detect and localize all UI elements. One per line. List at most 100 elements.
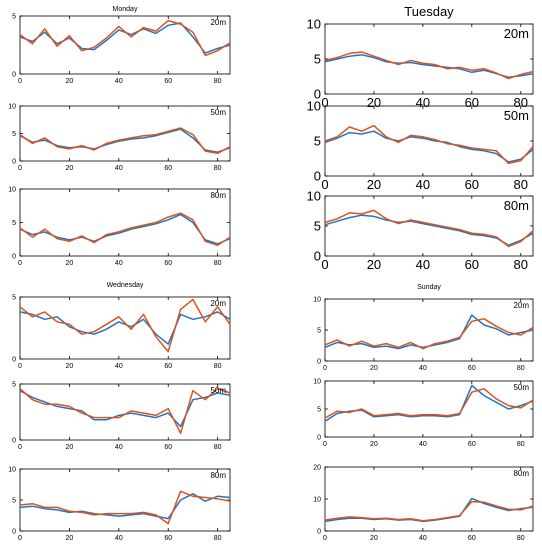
y-tick-label: 20 bbox=[313, 464, 321, 471]
panel-annotation: 20m bbox=[210, 18, 226, 27]
panel-title: Wednesday bbox=[107, 282, 144, 289]
panel-4: 0 20 40 60 80 0 5 10 80m bbox=[8, 186, 231, 267]
x-tick-label: 20 bbox=[66, 78, 74, 85]
x-tick-label: 60 bbox=[164, 260, 172, 267]
series-line-blue bbox=[19, 390, 231, 428]
panel-0: Monday 0 20 40 60 80 0 5 20m bbox=[12, 6, 231, 85]
x-tick-label: 80 bbox=[517, 365, 525, 372]
x-tick-label: 40 bbox=[115, 363, 123, 370]
panel-annotation: 50m bbox=[210, 386, 226, 395]
x-tick-label: 40 bbox=[115, 444, 123, 451]
panel-7: Sunday 0 20 40 60 80 0 5 10 20m bbox=[313, 284, 534, 372]
x-tick-label: 0 bbox=[18, 444, 22, 451]
x-tick-label: 80 bbox=[214, 535, 222, 542]
panel-frame bbox=[324, 380, 534, 438]
x-tick-label: 40 bbox=[416, 177, 430, 192]
panel-10: 0 20 40 60 80 0 5 10 80m bbox=[8, 466, 231, 542]
panel-frame bbox=[324, 298, 534, 362]
panel-annotation: 80m bbox=[210, 191, 226, 200]
y-tick-label: 5 bbox=[314, 134, 321, 149]
x-tick-label: 60 bbox=[164, 165, 172, 172]
y-tick-label: 10 bbox=[313, 378, 321, 385]
series-line-blue bbox=[19, 311, 231, 345]
series-line-blue bbox=[324, 384, 534, 422]
series-line-orange bbox=[324, 318, 534, 350]
series-line-orange bbox=[324, 500, 534, 522]
series-line-blue bbox=[324, 130, 534, 163]
x-tick-label: 0 bbox=[18, 78, 22, 85]
x-tick-label: 0 bbox=[323, 441, 327, 448]
x-tick-label: 0 bbox=[18, 535, 22, 542]
y-tick-label: 5 bbox=[317, 327, 321, 334]
panel-11: 0 20 40 60 80 0 10 20 80m bbox=[313, 464, 534, 542]
series-line-orange bbox=[324, 51, 534, 80]
x-tick-label: 80 bbox=[214, 444, 222, 451]
x-tick-label: 0 bbox=[323, 365, 327, 372]
panel-frame bbox=[19, 188, 231, 257]
x-tick-label: 40 bbox=[419, 441, 427, 448]
y-tick-label: 0 bbox=[12, 528, 16, 535]
x-tick-label: 40 bbox=[115, 260, 123, 267]
y-tick-label: 10 bbox=[307, 99, 321, 114]
series-line-orange bbox=[324, 124, 534, 165]
y-tick-label: 0 bbox=[12, 253, 16, 260]
y-tick-label: 0 bbox=[12, 437, 16, 444]
x-tick-label: 40 bbox=[419, 535, 427, 542]
y-tick-label: 5 bbox=[12, 381, 16, 388]
panel-5: 0 20 40 60 80 0 5 10 80m bbox=[307, 189, 534, 272]
panel-9: 0 20 40 60 80 0 5 10 50m bbox=[313, 378, 534, 448]
y-tick-label: 10 bbox=[313, 296, 321, 303]
x-tick-label: 60 bbox=[164, 78, 172, 85]
panel-2: 0 20 40 60 80 0 5 10 50m bbox=[8, 103, 231, 172]
x-tick-label: 60 bbox=[468, 535, 476, 542]
x-tick-label: 0 bbox=[321, 257, 328, 272]
y-tick-label: 0 bbox=[314, 87, 321, 102]
panel-annotation: 80m bbox=[513, 469, 529, 478]
panel-title: Monday bbox=[113, 6, 138, 13]
x-tick-label: 60 bbox=[468, 441, 476, 448]
y-tick-label: 5 bbox=[314, 219, 321, 234]
panel-frame bbox=[19, 468, 231, 532]
x-tick-label: 80 bbox=[517, 441, 525, 448]
x-tick-label: 20 bbox=[367, 257, 381, 272]
x-tick-label: 0 bbox=[18, 363, 22, 370]
y-tick-label: 0 bbox=[12, 356, 16, 363]
panel-frame bbox=[19, 296, 231, 360]
x-tick-label: 80 bbox=[514, 177, 528, 192]
series-line-orange bbox=[19, 212, 231, 247]
y-tick-label: 0 bbox=[314, 169, 321, 184]
x-tick-label: 20 bbox=[370, 535, 378, 542]
panel-annotation: 80m bbox=[210, 471, 226, 480]
x-tick-label: 60 bbox=[164, 444, 172, 451]
panel-8: 0 20 40 60 80 0 5 50m bbox=[12, 381, 231, 451]
x-tick-label: 80 bbox=[214, 260, 222, 267]
series-line-orange bbox=[324, 209, 534, 248]
y-tick-label: 5 bbox=[12, 294, 16, 301]
y-tick-label: 5 bbox=[12, 220, 16, 227]
x-tick-label: 20 bbox=[66, 535, 74, 542]
x-tick-label: 20 bbox=[66, 444, 74, 451]
y-tick-label: 0 bbox=[12, 158, 16, 165]
series-line-orange bbox=[324, 388, 534, 419]
panel-annotation: 50m bbox=[513, 383, 529, 392]
x-tick-label: 60 bbox=[164, 535, 172, 542]
x-tick-label: 0 bbox=[323, 535, 327, 542]
y-tick-label: 10 bbox=[8, 466, 16, 473]
x-tick-label: 20 bbox=[367, 177, 381, 192]
y-tick-label: 0 bbox=[317, 358, 321, 365]
x-tick-label: 80 bbox=[214, 165, 222, 172]
panel-annotation: 50m bbox=[504, 108, 529, 123]
series-line-orange bbox=[19, 490, 231, 525]
panel-title: Sunday bbox=[417, 284, 441, 291]
x-tick-label: 20 bbox=[66, 363, 74, 370]
y-tick-label: 5 bbox=[317, 406, 321, 413]
y-tick-label: 0 bbox=[317, 434, 321, 441]
y-tick-label: 0 bbox=[12, 71, 16, 78]
y-tick-label: 0 bbox=[317, 528, 321, 535]
x-tick-label: 40 bbox=[416, 257, 430, 272]
x-tick-label: 60 bbox=[164, 363, 172, 370]
x-tick-label: 80 bbox=[517, 535, 525, 542]
